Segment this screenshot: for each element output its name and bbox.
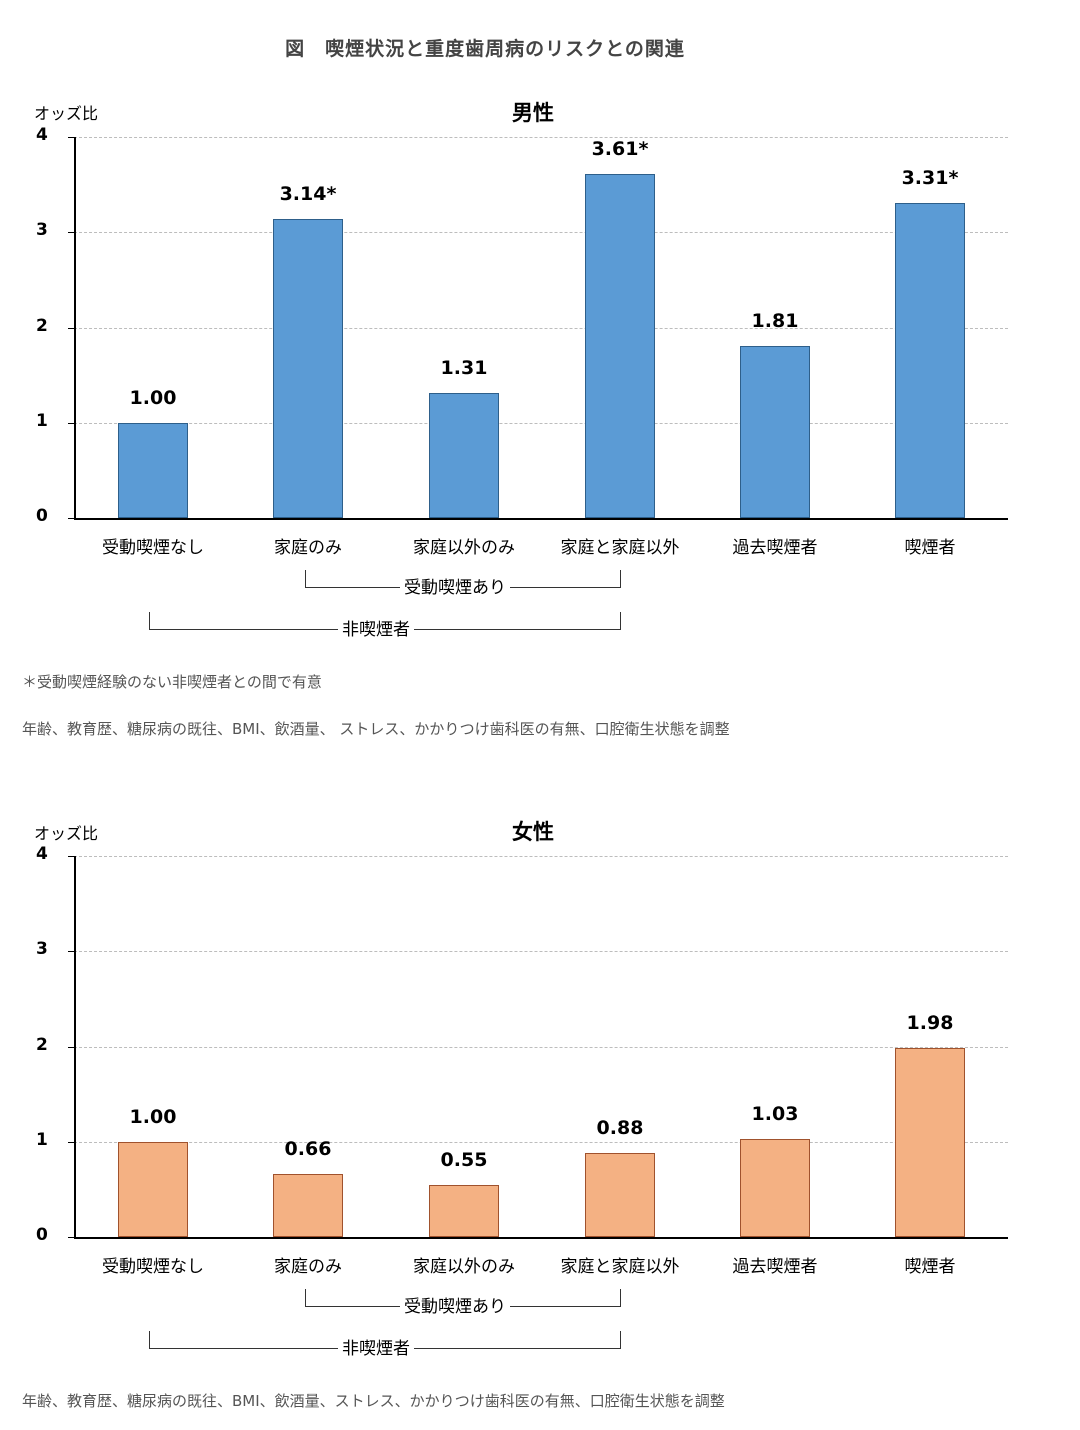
category-label: 家庭と家庭以外 — [560, 1257, 680, 1277]
y-tick-mark — [68, 1237, 74, 1238]
bar-1 — [118, 1142, 188, 1237]
y-tick-mark — [68, 137, 74, 138]
y-tick-label: 4 — [36, 844, 48, 864]
y-tick-label: 4 — [36, 125, 48, 145]
y-tick-label: 0 — [36, 1225, 48, 1245]
bar-4 — [585, 1153, 655, 1237]
category-label: 受動喫煙なし — [102, 538, 204, 558]
y-tick-mark — [68, 518, 74, 519]
x-axis — [74, 518, 1008, 520]
bar-1 — [118, 423, 188, 518]
gridline — [74, 1047, 1008, 1048]
bar-5 — [740, 1139, 810, 1237]
gridline — [74, 423, 1008, 424]
bar-4 — [585, 174, 655, 518]
y-tick-mark — [68, 423, 74, 424]
bar-6 — [895, 1048, 965, 1237]
bar-2 — [273, 1174, 343, 1237]
chart-note: 年齢、教育歴、糖尿病の既往、BMI、飲酒量、ストレス、かかりつけ歯科医の有無、口… — [22, 1392, 725, 1410]
category-label: 家庭のみ — [274, 1257, 342, 1277]
y-axis-label: オッズ比 — [34, 824, 99, 843]
gridline — [74, 1142, 1008, 1143]
data-label: 1.00 — [129, 1106, 177, 1128]
gridline — [74, 951, 1008, 952]
x-axis — [74, 1237, 1008, 1239]
y-tick-label: 2 — [36, 1035, 48, 1055]
gridline — [74, 856, 1008, 857]
y-tick-label: 1 — [36, 411, 48, 431]
y-tick-mark — [68, 951, 74, 952]
y-tick-mark — [68, 856, 74, 857]
category-label: 喫煙者 — [904, 538, 956, 558]
category-label: 家庭と家庭以外 — [560, 538, 680, 558]
gridline — [74, 232, 1008, 233]
bracket-label-passive-smoking: 受動喫煙あり — [400, 1292, 510, 1317]
data-label: 3.31* — [901, 167, 959, 189]
data-label: 0.88 — [596, 1117, 644, 1139]
category-label: 喫煙者 — [904, 1257, 956, 1277]
y-axis — [74, 137, 76, 519]
data-label: 0.66 — [284, 1138, 332, 1160]
y-tick-label: 3 — [36, 939, 48, 959]
bar-5 — [740, 346, 810, 518]
data-label: 0.55 — [440, 1149, 488, 1171]
y-tick-mark — [68, 1047, 74, 1048]
bar-6 — [895, 203, 965, 518]
data-label: 3.61* — [591, 138, 649, 160]
y-axis — [74, 856, 76, 1238]
category-label: 家庭以外のみ — [413, 538, 515, 558]
y-tick-label: 3 — [36, 220, 48, 240]
bar-2 — [273, 219, 343, 518]
data-label: 1.03 — [751, 1103, 799, 1125]
chart-note: 年齢、教育歴、糖尿病の既往、BMI、飲酒量、 ストレス、かかりつけ歯科医の有無、… — [22, 720, 730, 738]
bracket-label-nonsmoker: 非喫煙者 — [338, 615, 414, 640]
category-label: 過去喫煙者 — [732, 1257, 818, 1277]
category-label: 家庭以外のみ — [413, 1257, 515, 1277]
data-label: 3.14* — [279, 183, 337, 205]
y-tick-label: 1 — [36, 1130, 48, 1150]
chart-title: 女性 — [512, 820, 554, 844]
y-tick-label: 2 — [36, 316, 48, 336]
gridline — [74, 137, 1008, 138]
category-label: 過去喫煙者 — [732, 538, 818, 558]
data-label: 1.81 — [751, 310, 799, 332]
y-tick-label: 0 — [36, 506, 48, 526]
category-label: 家庭のみ — [274, 538, 342, 558]
data-label: 1.98 — [906, 1012, 954, 1034]
bar-3 — [429, 393, 499, 518]
data-label: 1.00 — [129, 387, 177, 409]
figure-title: 図 喫煙状況と重度歯周病のリスクとの関連 — [285, 38, 685, 60]
y-tick-mark — [68, 328, 74, 329]
y-tick-mark — [68, 1142, 74, 1143]
y-tick-mark — [68, 232, 74, 233]
chart-note: ＊受動喫煙経験のない非喫煙者との間で有意 — [22, 673, 322, 691]
category-label: 受動喫煙なし — [102, 1257, 204, 1277]
chart-title: 男性 — [512, 101, 554, 125]
bracket-label-nonsmoker: 非喫煙者 — [338, 1334, 414, 1359]
gridline — [74, 328, 1008, 329]
y-axis-label: オッズ比 — [34, 104, 99, 123]
bracket-label-passive-smoking: 受動喫煙あり — [400, 573, 510, 598]
bar-3 — [429, 1185, 499, 1237]
data-label: 1.31 — [440, 357, 488, 379]
